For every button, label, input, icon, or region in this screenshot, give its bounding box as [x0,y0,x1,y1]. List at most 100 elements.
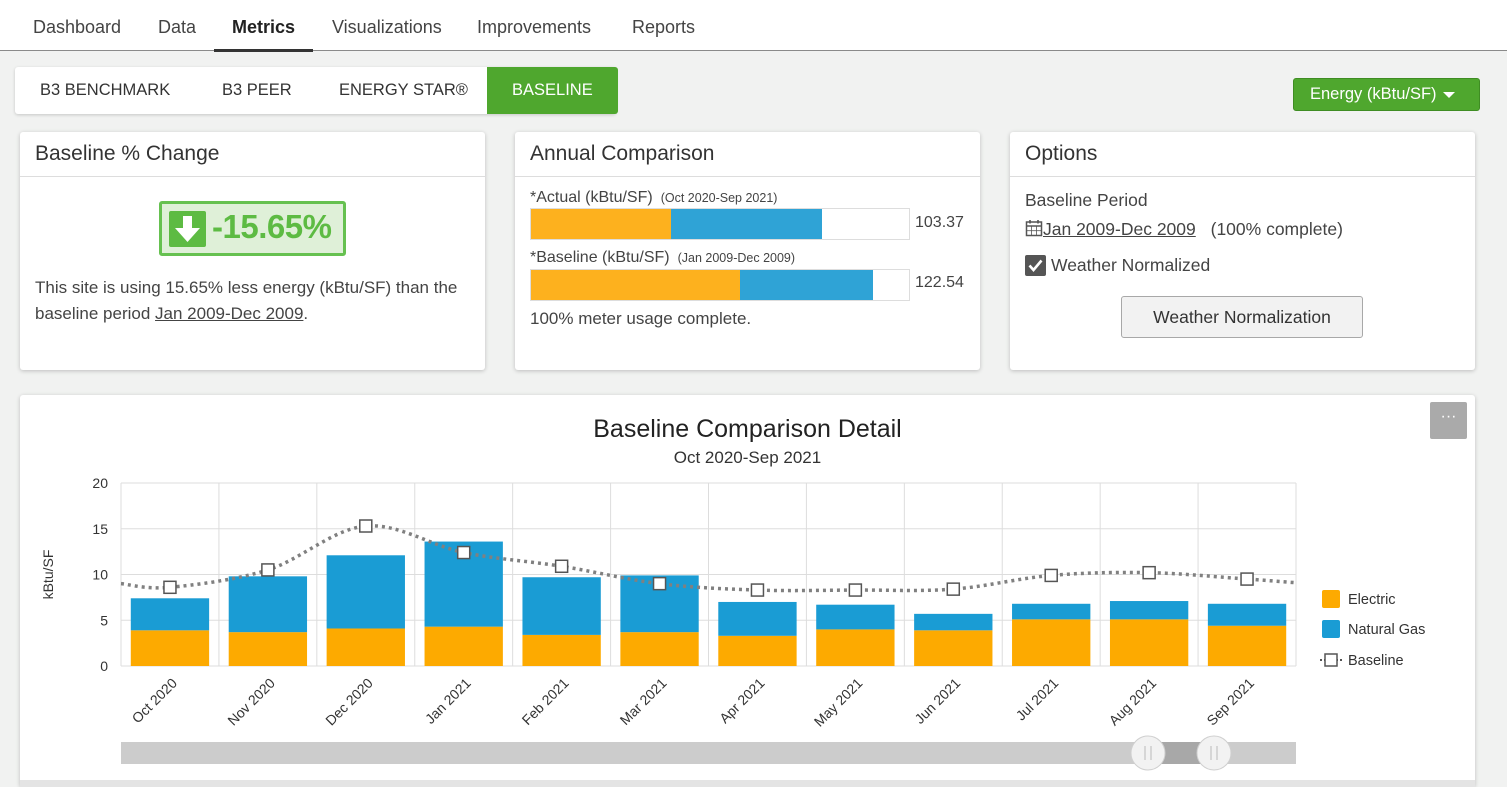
y-axis-label: kBtu/SF [40,550,56,600]
legend-baseline-label: Baseline [1348,653,1404,669]
x-tick-label: Aug 2021 [1106,675,1160,729]
change-badge: -15.65% [159,201,346,256]
natural-gas-bar [816,604,895,630]
annual-comparison-card: Annual Comparison *Actual (kBtu/SF) (Oct … [515,132,980,370]
baseline-marker [1142,565,1156,580]
chart-card-footer [20,780,1475,787]
weather-normalized-checkbox[interactable] [1025,255,1046,276]
baseline-period: (Jan 2009-Dec 2009) [677,251,796,265]
baseline-period-date-link[interactable]: Jan 2009-Dec 2009 [1043,219,1196,239]
tab-reports[interactable]: Reports [632,17,696,37]
y-tick-label: 5 [100,612,108,628]
tab-metrics[interactable]: Metrics [214,17,314,52]
natural-gas-bar [718,601,797,636]
tab-dashboard[interactable]: Dashboard [33,17,122,37]
tab-data[interactable]: Data [158,17,197,37]
baseline-marker [750,583,765,597]
subtab-baseline[interactable]: BASELINE [487,67,618,114]
weather-normalized-label: Weather Normalized [1051,255,1211,275]
baseline-period-label: Baseline Period [1025,190,1148,210]
caret-down-icon [1442,91,1455,98]
range-handle-right[interactable] [1196,735,1232,771]
natural-gas-bar [1109,601,1189,620]
natural-gas-bar [130,598,210,631]
x-tick-label: Sep 2021 [1203,675,1257,729]
x-tick-label: Apr 2021 [716,675,768,727]
unit-dropdown[interactable]: Energy (kBtu/SF) [1293,78,1480,111]
electric-bar [522,634,601,666]
weather-normalization-button[interactable]: Weather Normalization [1121,296,1363,338]
baseline-label-text: *Baseline (kBtu/SF) [530,249,670,266]
subtab-b3-peer[interactable]: B3 PEER [222,81,292,99]
range-handle-left[interactable] [1130,735,1166,771]
baseline-marker [652,576,667,591]
x-tick-label: May 2021 [811,675,866,730]
electric-bar [228,632,308,666]
natural-gas-bar [522,577,601,635]
x-tick-label: Jul 2021 [1013,675,1062,724]
baseline-chart: 0 5 10 15 20 kBtu/SF Oct 2020 Nov 2020 Dec 2020 J… [40,475,1425,771]
baseline-marker [554,559,569,574]
baseline-marker [261,563,275,577]
y-tick-label: 15 [92,521,108,537]
electric-bar [130,630,210,666]
actual-label-text: *Actual (kBtu/SF) [530,189,653,206]
x-tick-label: Oct 2020 [129,675,181,727]
y-tick-label: 20 [92,475,108,491]
x-tick-label: Jun 2021 [911,675,963,727]
electric-bar [914,630,993,666]
electric-bar [326,628,405,666]
actual-label: *Actual (kBtu/SF) (Oct 2020-Sep 2021) [530,189,777,207]
baseline-change-title: Baseline % Change [20,132,485,177]
calendar-icon[interactable] [1025,219,1043,242]
baseline-marker [163,580,177,595]
tab-visualizations[interactable]: Visualizations [332,17,442,37]
x-tick-label: Mar 2021 [617,675,670,728]
baseline-bar [530,269,910,301]
tab-improvements[interactable]: Improvements [477,17,592,37]
subtab-energy-star[interactable]: ENERGY STAR® [339,81,468,99]
change-description: This site is using 15.65% less energy (k… [35,275,475,327]
change-description-end: . [303,304,309,323]
options-card: Options Baseline Period Jan 2009-Dec 200… [1010,132,1475,370]
change-description-text: This site is using 15.65% less energy (k… [35,278,458,323]
actual-electric-segment [531,209,671,239]
electric-bar [1109,619,1189,666]
baseline-marker [456,545,471,560]
electric-bar [620,632,699,666]
legend-natural-gas-swatch [1322,620,1340,638]
y-tick-label: 10 [92,567,108,583]
natural-gas-bar [228,576,308,633]
baseline-marker [1240,572,1254,586]
electric-bar [424,626,503,666]
legend-electric-label: Electric [1348,592,1396,608]
subtab-b3-benchmark[interactable]: B3 BENCHMARK [40,81,171,99]
baseline-gas-segment [740,270,874,300]
natural-gas-bar [914,613,993,631]
legend-baseline-marker [1324,653,1338,667]
baseline-period-row: Jan 2009-Dec 2009 (100% complete) [1025,219,1343,242]
actual-gas-segment [670,209,823,239]
x-tick-label: Nov 2020 [224,675,278,729]
annual-comparison-title: Annual Comparison [515,132,980,177]
chart-menu-button[interactable]: ··· [1430,402,1467,439]
electric-bar [718,635,797,666]
x-tick-label: Dec 2020 [322,675,376,729]
electric-bar [816,629,895,666]
chart-subtitle: Oct 2020-Sep 2021 [673,448,822,467]
baseline-period-status: (100% complete) [1210,219,1343,239]
baseline-value: 122.54 [915,274,964,291]
legend-electric-swatch [1322,590,1340,608]
baseline-marker [848,583,863,597]
baseline-period-link[interactable]: Jan 2009-Dec 2009 [155,304,304,323]
chart-title: Baseline Comparison Detail [593,415,902,443]
actual-period: (Oct 2020-Sep 2021) [660,191,778,205]
baseline-marker [1044,568,1058,583]
meter-usage-status: 100% meter usage complete. [530,309,752,328]
range-navigator-track [121,742,1296,764]
baseline-marker [946,582,961,596]
natural-gas-bar [1012,603,1091,620]
electric-bar [1207,625,1287,666]
top-nav: Dashboard Data Metrics Visualizations Im… [0,0,1507,52]
arrow-down-icon [169,211,206,247]
